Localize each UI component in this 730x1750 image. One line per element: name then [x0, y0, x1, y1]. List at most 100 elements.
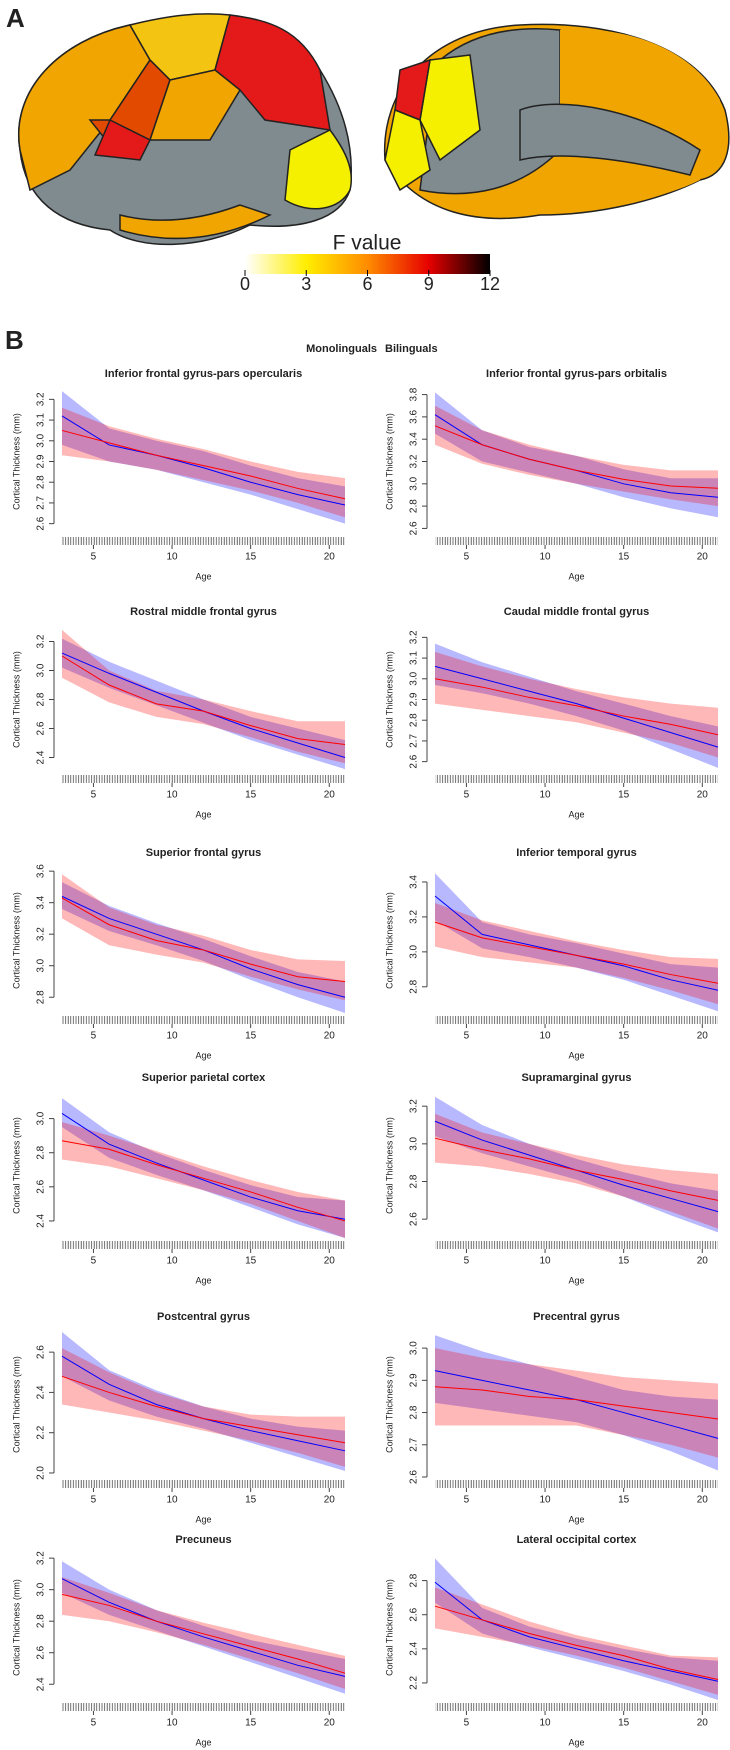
y-tick-label: 2.8	[36, 475, 47, 489]
y-tick-label: 2.2	[409, 1676, 420, 1690]
y-axis-title: Cortical Thickness (mm)	[384, 1356, 394, 1453]
chart: Caudal middle frontal gyrus Cortical Thic…	[384, 606, 719, 819]
x-tick-label: 10	[166, 1495, 178, 1506]
x-tick-label: 10	[539, 790, 551, 801]
y-tick-label: 3.2	[409, 910, 420, 924]
chart-title: Superior parietal cortex	[142, 1072, 266, 1084]
x-tick-label: 20	[697, 1495, 709, 1506]
x-tick-label: 10	[166, 552, 178, 563]
x-tick-label: 5	[464, 1031, 470, 1042]
y-tick-label: 2.6	[409, 754, 420, 768]
rug	[435, 1480, 718, 1488]
rug	[62, 775, 345, 783]
y-tick-label: 2.8	[36, 692, 47, 706]
y-tick-label: 2.6	[409, 521, 420, 535]
x-axis-title: Age	[568, 1514, 584, 1524]
fit-line	[434, 1386, 719, 1420]
x-tick-label: 10	[539, 1718, 551, 1729]
y-axis-title: Cortical Thickness (mm)	[384, 413, 394, 510]
y-tick-label: 2.8	[36, 1614, 47, 1628]
confidence-band	[435, 1587, 718, 1695]
x-axis-title: Age	[195, 1514, 211, 1524]
rug	[62, 1480, 345, 1488]
y-tick-label: 3.2	[409, 1099, 420, 1113]
y-tick-label: 2.6	[409, 1212, 420, 1226]
colorbar-tick-label: 3	[301, 274, 311, 294]
y-tick-label: 3.2	[409, 454, 420, 468]
fit-line	[434, 921, 719, 984]
fit-line	[61, 897, 346, 982]
brain-lateral	[18, 13, 352, 246]
x-tick-label: 15	[618, 1495, 630, 1506]
x-tick-label: 20	[697, 1031, 709, 1042]
fit-line	[434, 425, 719, 489]
x-tick-label: 5	[464, 790, 470, 801]
x-tick-label: 10	[166, 1718, 178, 1729]
y-tick-label: 3.2	[409, 630, 420, 644]
x-tick-label: 15	[245, 1031, 257, 1042]
x-tick-label: 15	[245, 552, 257, 563]
y-axis-title: Cortical Thickness (mm)	[384, 651, 394, 748]
fit-line	[61, 1375, 346, 1444]
y-tick-label: 2.7	[409, 1437, 420, 1451]
x-tick-label: 15	[245, 1718, 257, 1729]
fit-line	[434, 665, 719, 748]
fit-line	[61, 1140, 346, 1222]
x-tick-label: 5	[91, 1495, 97, 1506]
chart: Rostral middle frontal gyrus Cortical Thi…	[11, 606, 346, 819]
confidence-band	[62, 874, 345, 1001]
x-axis-title: Age	[195, 1737, 211, 1747]
colorbar-tick-label: 6	[362, 274, 372, 294]
chart-title: Inferior frontal gyrus-pars orbitalis	[486, 368, 667, 380]
y-tick-label: 2.8	[409, 1174, 420, 1188]
y-axis-title: Cortical Thickness (mm)	[11, 1579, 21, 1676]
x-tick-label: 15	[245, 1495, 257, 1506]
x-tick-label: 20	[324, 1256, 336, 1267]
x-axis-title: Age	[568, 1275, 584, 1285]
y-tick-label: 2.9	[409, 692, 420, 706]
rug	[435, 1016, 718, 1024]
colorbar-tick-label: 12	[480, 274, 500, 294]
confidence-band	[62, 391, 345, 524]
y-axis-title: Cortical Thickness (mm)	[11, 413, 21, 510]
y-tick-label: 2.7	[409, 734, 420, 748]
legend-entry: Monolinguals	[306, 343, 377, 355]
x-axis-title: Age	[195, 809, 211, 819]
chart-title: Precentral gyrus	[533, 1311, 620, 1323]
x-tick-label: 10	[166, 1031, 178, 1042]
chart-title: Precuneus	[175, 1534, 231, 1546]
x-tick-label: 5	[464, 1256, 470, 1267]
y-tick-label: 2.4	[36, 1385, 47, 1399]
x-tick-label: 20	[324, 1495, 336, 1506]
x-tick-label: 5	[91, 790, 97, 801]
chart: Lateral occipital cortex Cortical Thickne…	[384, 1534, 719, 1747]
chart-title: Postcentral gyrus	[157, 1311, 250, 1323]
y-tick-label: 3.0	[409, 1136, 420, 1150]
y-tick-label: 2.9	[409, 1373, 420, 1387]
x-tick-label: 10	[539, 1495, 551, 1506]
y-tick-label: 2.6	[36, 1345, 47, 1359]
chart-title: Inferior temporal gyrus	[516, 847, 636, 859]
rug	[62, 537, 345, 545]
chart: Precentral gyrus Cortical Thickness (mm) A…	[384, 1311, 719, 1524]
rug	[62, 1703, 345, 1711]
y-tick-label: 3.8	[409, 387, 420, 401]
y-tick-label: 2.6	[36, 1179, 47, 1193]
x-tick-label: 10	[539, 1031, 551, 1042]
y-tick-label: 2.8	[409, 1573, 420, 1587]
y-tick-label: 2.8	[409, 1405, 420, 1419]
x-axis-title: Age	[568, 1050, 584, 1060]
y-tick-label: 3.6	[36, 864, 47, 878]
brain-medial	[383, 23, 730, 220]
y-tick-label: 2.6	[36, 1645, 47, 1659]
chart: Postcentral gyrus Cortical Thickness (mm)…	[11, 1311, 346, 1524]
colorbar-tick-label: 9	[424, 274, 434, 294]
y-tick-label: 3.1	[409, 651, 420, 665]
confidence-band	[435, 1558, 718, 1700]
y-axis-title: Cortical Thickness (mm)	[11, 1117, 21, 1214]
rug	[435, 1703, 718, 1711]
x-tick-label: 10	[166, 1256, 178, 1267]
y-tick-label: 2.8	[36, 1145, 47, 1159]
x-tick-label: 15	[618, 1256, 630, 1267]
y-tick-label: 3.2	[36, 634, 47, 648]
